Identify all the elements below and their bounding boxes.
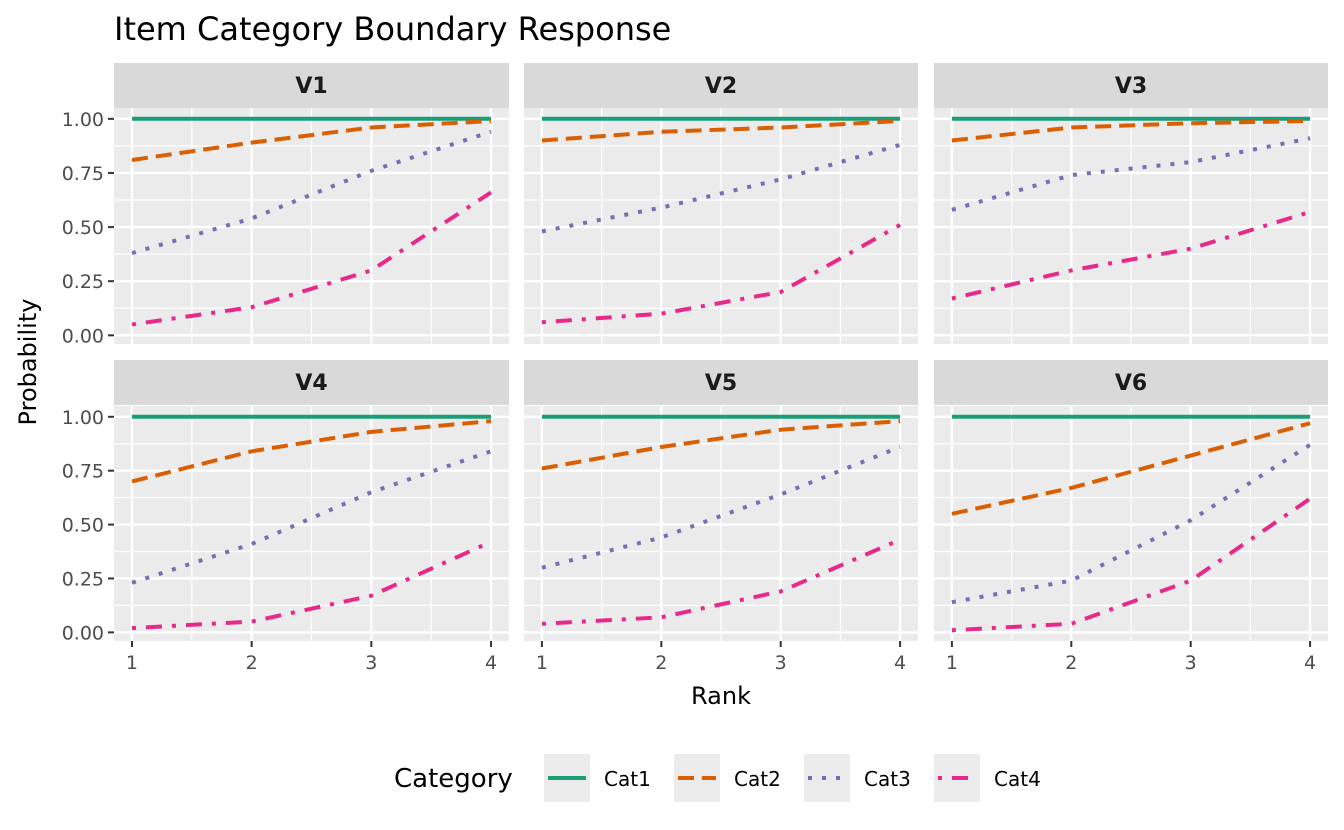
facet-panels: V1 0.00 0.25 0.50 0.75 1.00 V2 V3 V4 0.00 0.25 0.50…: [62, 63, 1328, 674]
y-tick-label: 0.25: [62, 271, 104, 293]
series-line-cat4: [131, 190, 493, 327]
facet-strip: [114, 360, 509, 405]
chart-title: Item Category Boundary Response: [114, 10, 671, 48]
facet-panel-v6: V6 1 2 3 4: [934, 360, 1328, 674]
x-tick-label: 3: [1185, 652, 1197, 674]
facet-strip: [524, 360, 918, 405]
y-tick-label: 0.50: [62, 217, 104, 239]
facet-strip: [934, 63, 1328, 108]
series-line-cat2: [131, 419, 492, 484]
x-tick-label: 2: [1065, 652, 1077, 674]
facet-strip-label: V1: [295, 74, 327, 99]
x-tick-label: 2: [655, 652, 667, 674]
facet-strip: [934, 360, 1328, 405]
y-tick-label: 0.75: [62, 163, 104, 185]
facet-strip-label: V6: [1115, 371, 1147, 396]
facet-panel-v4: V4 0.00 0.25 0.50 0.75 1.00 1 2 3 4: [62, 360, 509, 674]
facet-strip: [524, 63, 918, 108]
series-line-cat3: [541, 142, 901, 234]
y-tick-label: 1.00: [62, 109, 104, 131]
series-line-cat4: [131, 539, 492, 631]
y-tick-label: 0.00: [62, 622, 104, 644]
series-line-cat4: [541, 537, 901, 626]
facet-panel-v1: V1 0.00 0.25 0.50 0.75 1.00: [62, 63, 509, 347]
series-line-cat2: [541, 419, 901, 471]
x-axis-title: Rank: [691, 682, 751, 710]
facet-strip: [114, 63, 509, 108]
y-tick-label: 0.50: [62, 515, 104, 537]
facet-strip-label: V2: [705, 74, 737, 99]
facet-panel-v2: V2: [524, 63, 918, 344]
x-tick-label: 1: [536, 652, 548, 674]
y-tick-label: 0.25: [62, 568, 104, 590]
legend-label: Cat2: [734, 767, 781, 791]
legend-label: Cat3: [864, 767, 911, 791]
y-axis-title: Probability: [14, 299, 42, 426]
legend: Category Cat1 Cat2 Cat3 Cat4: [394, 754, 1041, 802]
y-tick-label: 0.00: [62, 325, 104, 347]
facet-strip-label: V5: [705, 371, 737, 396]
legend-label: Cat1: [604, 767, 651, 791]
x-tick-label: 3: [365, 652, 377, 674]
facet-strip-label: V4: [295, 371, 327, 396]
series-line-cat4: [541, 223, 902, 325]
series-line-cat2: [541, 119, 901, 143]
series-line-cat4: [951, 209, 1311, 301]
legend-title: Category: [394, 764, 513, 794]
x-tick-label: 4: [894, 652, 906, 674]
series-line-cat2: [951, 119, 1311, 143]
x-tick-label: 4: [485, 652, 497, 674]
x-tick-label: 1: [126, 652, 138, 674]
facet-panel-v5: V5 1 2 3 4: [524, 360, 918, 674]
x-tick-label: 4: [1304, 652, 1316, 674]
y-tick-label: 0.75: [62, 461, 104, 483]
series-line-cat3: [951, 443, 1312, 605]
series-line-cat4: [951, 497, 1312, 633]
facet-strip-label: V3: [1115, 74, 1147, 99]
series-line-cat2: [131, 119, 492, 162]
x-tick-label: 1: [946, 652, 958, 674]
series-line-cat3: [951, 136, 1311, 212]
facet-panel-v3: V3: [934, 63, 1328, 344]
legend-label: Cat4: [994, 767, 1041, 791]
x-tick-label: 2: [246, 652, 258, 674]
series-line-cat2: [951, 421, 1311, 516]
y-tick-label: 1.00: [62, 407, 104, 429]
x-tick-label: 3: [775, 652, 787, 674]
